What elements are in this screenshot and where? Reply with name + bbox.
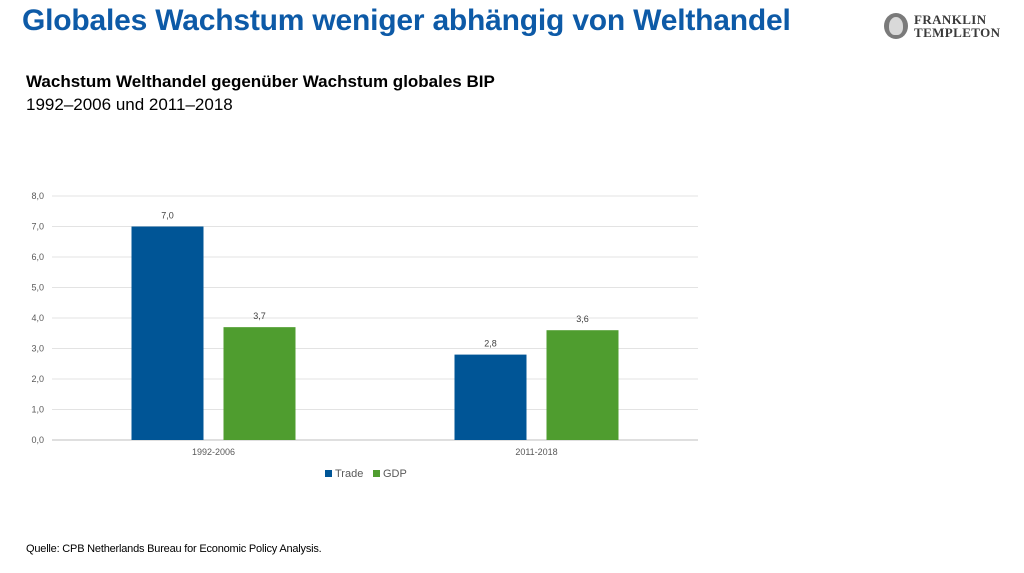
bar-gdp-2011-2018 [546, 330, 619, 440]
chart-legend: Trade GDP [325, 468, 407, 480]
chart-title: Wachstum Welthandel gegenüber Wachstum g… [26, 72, 495, 91]
y-tick-label: 5,0 [31, 283, 44, 293]
logo-line-2: TEMPLETON [914, 25, 1001, 40]
data-label: 3,6 [576, 314, 589, 324]
source-note: Quelle: CPB Netherlands Bureau for Econo… [26, 543, 322, 555]
franklin-templeton-logo: FRANKLIN TEMPLETON [884, 11, 1014, 41]
data-label: 2,8 [484, 339, 497, 349]
data-label: 7,0 [161, 211, 174, 221]
y-tick-label: 4,0 [31, 313, 44, 323]
y-tick-label: 8,0 [31, 191, 44, 201]
bar-trade-2011-2018 [454, 354, 527, 440]
y-axis-ticks: 0,0 1,0 2,0 3,0 4,0 5,0 6,0 7,0 8,0 [31, 191, 44, 445]
legend-label-gdp: GDP [383, 468, 407, 480]
legend-swatch-gdp [373, 470, 380, 477]
legend-swatch-trade [325, 470, 332, 477]
y-tick-label: 6,0 [31, 252, 44, 262]
logo-portrait-icon [884, 13, 908, 39]
bar-trade-1992-2006 [131, 226, 204, 440]
chart-bars [131, 226, 619, 440]
logo-wordmark: FRANKLIN TEMPLETON [914, 13, 1000, 39]
y-tick-label: 3,0 [31, 344, 44, 354]
x-category-label: 2011-2018 [515, 447, 557, 457]
x-category-label: 1992-2006 [192, 447, 235, 457]
x-axis-categories: 1992-2006 2011-2018 [192, 447, 558, 457]
data-labels: 7,0 3,7 2,8 3,6 [161, 211, 589, 349]
data-label: 3,7 [253, 311, 266, 321]
page-title: Globales Wachstum weniger abhängig von W… [22, 4, 791, 37]
legend-label-trade: Trade [335, 468, 363, 480]
y-tick-label: 7,0 [31, 222, 44, 232]
bar-gdp-1992-2006 [223, 327, 296, 440]
chart-subtitle: 1992–2006 und 2011–2018 [26, 95, 233, 114]
logo-line-1: FRANKLIN [914, 12, 987, 27]
y-tick-label: 2,0 [31, 374, 44, 384]
y-tick-label: 1,0 [31, 405, 44, 415]
y-tick-label: 0,0 [31, 435, 44, 445]
